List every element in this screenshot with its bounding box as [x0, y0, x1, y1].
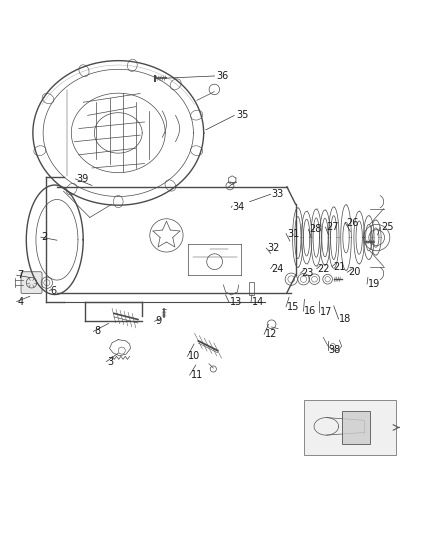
Text: 24: 24 [272, 264, 284, 273]
Text: 7: 7 [18, 270, 24, 280]
Text: 22: 22 [318, 264, 330, 273]
Text: 8: 8 [94, 326, 100, 336]
Text: 35: 35 [237, 110, 249, 120]
Text: 28: 28 [309, 224, 321, 235]
Text: 21: 21 [333, 262, 345, 271]
Text: 15: 15 [287, 302, 299, 312]
Text: 27: 27 [326, 222, 339, 232]
FancyBboxPatch shape [21, 272, 42, 294]
Text: 39: 39 [77, 174, 89, 184]
Text: 36: 36 [217, 71, 229, 81]
Text: 31: 31 [287, 229, 299, 239]
Text: 11: 11 [191, 370, 203, 380]
Text: 33: 33 [272, 189, 284, 199]
Text: 17: 17 [320, 308, 332, 318]
Text: 34: 34 [232, 203, 244, 212]
Text: 32: 32 [267, 243, 279, 253]
Text: 26: 26 [346, 217, 358, 228]
Text: 10: 10 [188, 351, 201, 361]
Text: 18: 18 [339, 314, 352, 324]
Text: 19: 19 [368, 279, 380, 289]
Text: 23: 23 [301, 268, 314, 278]
Text: 9: 9 [155, 316, 162, 326]
Text: 12: 12 [265, 329, 277, 340]
Text: 6: 6 [50, 286, 57, 296]
Text: 25: 25 [381, 222, 394, 232]
Text: 13: 13 [230, 297, 242, 308]
Text: 14: 14 [252, 297, 264, 308]
Bar [342, 411, 370, 444]
Text: 3: 3 [107, 357, 113, 367]
Bar [249, 282, 254, 295]
Text: 4: 4 [18, 296, 24, 306]
Text: 38: 38 [328, 345, 341, 355]
Text: 20: 20 [348, 267, 360, 277]
Text: 2: 2 [42, 232, 48, 242]
Bar [304, 400, 396, 455]
Text: 16: 16 [304, 306, 317, 316]
